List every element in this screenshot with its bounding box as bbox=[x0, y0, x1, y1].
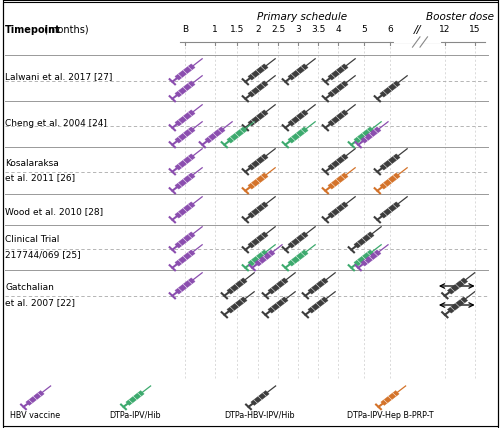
Polygon shape bbox=[248, 110, 268, 126]
Text: //: // bbox=[414, 25, 421, 35]
Text: et al. 2011 [26]: et al. 2011 [26] bbox=[5, 173, 75, 182]
Polygon shape bbox=[248, 202, 268, 218]
Text: Lalwani et al. 2017 [27]: Lalwani et al. 2017 [27] bbox=[5, 72, 112, 81]
Polygon shape bbox=[175, 202, 195, 218]
Polygon shape bbox=[328, 173, 348, 189]
Polygon shape bbox=[328, 64, 348, 80]
Text: 2: 2 bbox=[255, 26, 261, 35]
Polygon shape bbox=[288, 250, 308, 266]
Text: 6: 6 bbox=[387, 26, 393, 35]
Text: B: B bbox=[182, 26, 188, 35]
Polygon shape bbox=[288, 110, 308, 126]
Polygon shape bbox=[175, 154, 195, 170]
Polygon shape bbox=[248, 64, 268, 80]
Polygon shape bbox=[288, 232, 308, 248]
Text: 3.5: 3.5 bbox=[311, 26, 325, 35]
Polygon shape bbox=[175, 250, 195, 266]
Polygon shape bbox=[308, 297, 328, 313]
Polygon shape bbox=[175, 127, 195, 143]
Text: 3: 3 bbox=[295, 26, 301, 35]
Text: 2.5: 2.5 bbox=[271, 26, 285, 35]
Text: Clinical Trial: Clinical Trial bbox=[5, 235, 60, 244]
Text: Kosalaraksa: Kosalaraksa bbox=[5, 158, 59, 167]
Polygon shape bbox=[328, 81, 348, 97]
Polygon shape bbox=[175, 110, 195, 126]
Text: et al. 2007 [22]: et al. 2007 [22] bbox=[5, 298, 75, 307]
Polygon shape bbox=[328, 110, 348, 126]
Text: 1: 1 bbox=[212, 26, 218, 35]
Text: 4: 4 bbox=[335, 26, 341, 35]
Polygon shape bbox=[248, 81, 268, 97]
Polygon shape bbox=[361, 250, 381, 266]
Polygon shape bbox=[448, 297, 468, 313]
Text: (months): (months) bbox=[41, 25, 88, 35]
Polygon shape bbox=[255, 250, 275, 266]
Polygon shape bbox=[381, 391, 399, 405]
Polygon shape bbox=[328, 154, 348, 170]
Polygon shape bbox=[26, 391, 44, 405]
Polygon shape bbox=[175, 81, 195, 97]
Polygon shape bbox=[248, 173, 268, 189]
Polygon shape bbox=[380, 173, 400, 189]
Polygon shape bbox=[248, 232, 268, 248]
Polygon shape bbox=[227, 297, 247, 313]
Polygon shape bbox=[354, 250, 374, 266]
Polygon shape bbox=[380, 202, 400, 218]
Text: Booster dose: Booster dose bbox=[426, 12, 494, 22]
Polygon shape bbox=[354, 232, 374, 248]
Polygon shape bbox=[251, 391, 269, 405]
Polygon shape bbox=[380, 81, 400, 97]
Text: Primary schedule: Primary schedule bbox=[258, 12, 348, 22]
Polygon shape bbox=[308, 278, 328, 294]
Text: Cheng et al. 2004 [24]: Cheng et al. 2004 [24] bbox=[5, 119, 107, 128]
Polygon shape bbox=[126, 391, 144, 405]
Text: 5: 5 bbox=[361, 26, 367, 35]
Polygon shape bbox=[288, 64, 308, 80]
Polygon shape bbox=[380, 154, 400, 170]
Polygon shape bbox=[354, 127, 374, 143]
Polygon shape bbox=[448, 278, 468, 294]
Polygon shape bbox=[175, 64, 195, 80]
Polygon shape bbox=[248, 250, 268, 266]
Text: Wood et al. 2010 [28]: Wood et al. 2010 [28] bbox=[5, 208, 103, 217]
Text: DTPa-HBV-IPV/Hib: DTPa-HBV-IPV/Hib bbox=[224, 410, 296, 419]
Text: 15: 15 bbox=[469, 26, 481, 35]
Text: 217744/069 [25]: 217744/069 [25] bbox=[5, 250, 80, 259]
Polygon shape bbox=[268, 297, 288, 313]
Text: Timepoint: Timepoint bbox=[5, 25, 61, 35]
Polygon shape bbox=[175, 278, 195, 294]
Polygon shape bbox=[328, 202, 348, 218]
Polygon shape bbox=[268, 278, 288, 294]
Text: DTPa-IPV/Hib: DTPa-IPV/Hib bbox=[109, 410, 161, 419]
Text: DTPa-IPV-Hep B-PRP-T: DTPa-IPV-Hep B-PRP-T bbox=[346, 410, 434, 419]
Polygon shape bbox=[361, 127, 381, 143]
Polygon shape bbox=[288, 127, 308, 143]
Text: 1.5: 1.5 bbox=[230, 26, 244, 35]
Polygon shape bbox=[248, 154, 268, 170]
Polygon shape bbox=[227, 278, 247, 294]
Text: Gatchalian: Gatchalian bbox=[5, 283, 54, 292]
Text: HBV vaccine: HBV vaccine bbox=[10, 410, 60, 419]
Polygon shape bbox=[205, 127, 225, 143]
Text: 12: 12 bbox=[440, 26, 450, 35]
Polygon shape bbox=[175, 173, 195, 189]
Polygon shape bbox=[175, 232, 195, 248]
Polygon shape bbox=[227, 127, 247, 143]
